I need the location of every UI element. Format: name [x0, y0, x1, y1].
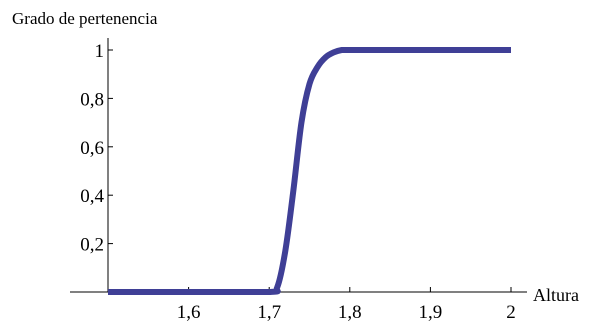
- y-tick-label: 0,4: [80, 186, 104, 207]
- y-axis-label: Grado de pertenencia: [12, 9, 158, 28]
- y-tick-label: 0,2: [80, 235, 104, 256]
- x-tick-label: 1,7: [257, 302, 281, 323]
- x-tick-label: 1,8: [338, 302, 362, 323]
- y-tick-label: 1: [95, 41, 105, 62]
- x-axis-label: Altura: [533, 285, 579, 305]
- series-line: [108, 46, 511, 296]
- x-tick-label: 2: [506, 302, 516, 323]
- x-tick-label: 1,6: [177, 302, 201, 323]
- x-tick-label: 1,9: [419, 302, 443, 323]
- y-tick-label: 0,6: [80, 138, 104, 159]
- y-tick-label: 0,8: [80, 89, 104, 110]
